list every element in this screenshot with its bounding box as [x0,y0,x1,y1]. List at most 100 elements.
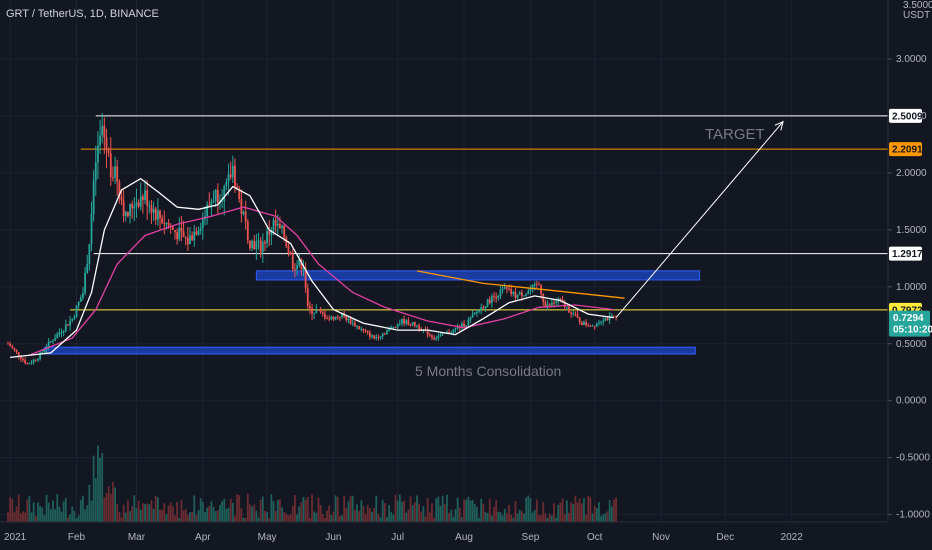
candle-body [289,252,292,255]
volume-bar [568,512,570,522]
volume-bar [291,505,294,522]
price-scale[interactable]: 3.00002.50002.00001.50001.00000.50000.00… [887,0,932,522]
candle-body [527,290,530,294]
volume-bar [454,509,457,522]
volume-bar [148,504,151,522]
candle-body [413,322,416,327]
candle-body [550,302,553,306]
volume-bar [47,502,50,522]
candle-body [495,296,498,299]
volume-bar [238,495,241,522]
volume-bar [424,516,427,522]
tag-res3-bg [889,246,922,261]
volume-bar [490,515,493,522]
volume-bar [501,515,504,522]
candle-body [613,315,615,317]
candle-body [356,326,358,328]
candle-body [523,295,525,297]
volume-bar [246,494,249,522]
candle-body [15,349,18,353]
price-tick-label: 3.0000 [896,54,927,65]
volume-bar [311,494,313,522]
volume-bar [129,511,131,522]
volume-bar [52,500,54,522]
candle-body [471,314,474,318]
volume-bar [345,508,348,522]
volume-bar [105,492,108,522]
volume-bar [19,513,22,522]
volume-bar [107,486,110,522]
candle-body [431,335,433,338]
candle-body [366,331,369,333]
candle-body [467,319,470,326]
candle-body [578,317,581,323]
candle-body [362,328,365,331]
candle-body [488,299,491,304]
candle-body [276,223,279,226]
candle-body [497,295,500,299]
time-scale[interactable]: 2021 Feb Mar Apr May Jun Jul Aug Sep Oct Nov Dec 202… [0,521,888,543]
candle-body [563,302,566,307]
volume-bar [317,497,320,522]
volume-bar [319,505,322,522]
volume-bar [441,495,444,522]
candle-body [285,237,288,247]
volume-bar [512,517,515,522]
volume-bar [613,499,615,522]
volume-bar [418,503,420,522]
candle-body [328,318,331,320]
candle-body [184,236,187,238]
volume-bar [456,497,459,522]
volume-bar [555,517,558,522]
candle-body [338,317,341,318]
volume-bar [274,510,277,522]
volume-bar [542,502,545,522]
candle-body [242,211,245,214]
volume-bar [304,499,307,522]
candle-body [234,165,236,187]
candle-body [548,304,551,306]
volume-bar [484,512,487,522]
volume-bar [598,502,600,522]
candle-body [574,313,577,315]
candle-body [538,284,540,286]
support-resistance-zones [43,270,701,355]
volume-bar [227,508,230,522]
projection-arrow [615,120,784,318]
candle-body [383,333,386,335]
volume-bar [34,515,37,522]
volume-bar [341,515,343,522]
volume-bar [334,495,337,522]
candle-body [311,308,313,314]
volume-bar [165,514,168,522]
candle-body [326,317,328,319]
candle-body [206,204,209,217]
candle-body [411,322,414,325]
volume-bar [439,505,442,522]
price-zone [43,346,696,355]
volume-bar [289,514,292,522]
candle-body [347,318,350,321]
volume-bar [482,503,485,522]
candle-body [593,325,596,327]
volume-bar [394,494,397,522]
volume-bar [294,495,296,522]
volume-bar [116,504,119,522]
time-tick-label: 2021 [4,532,27,543]
volume-bar [212,507,215,522]
volume-bar [407,509,410,522]
candle-body [129,203,131,217]
candle-body [86,263,89,273]
volume-bar [488,498,491,522]
volume-bar [97,445,99,522]
volume-bar [287,515,290,522]
moving-average-lines [10,177,625,359]
candle-body [221,200,224,202]
volume-bar [118,511,121,522]
volume-bar [332,511,335,522]
volume-bar [300,502,303,522]
candle-body [598,322,600,324]
candle-body [615,316,617,317]
candle-body [34,359,37,361]
